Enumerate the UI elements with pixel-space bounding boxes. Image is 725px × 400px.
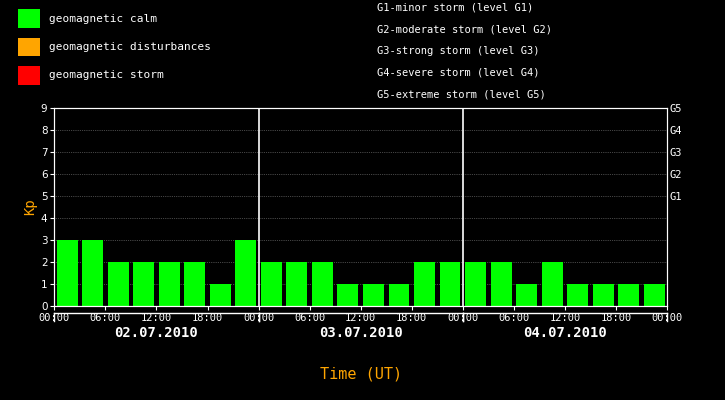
Bar [414, 262, 435, 306]
Bar [567, 284, 588, 306]
Text: 03.07.2010: 03.07.2010 [319, 326, 402, 340]
Bar [18, 66, 40, 85]
Bar [57, 240, 78, 306]
Text: geomagnetic disturbances: geomagnetic disturbances [49, 42, 211, 52]
Bar [593, 284, 613, 306]
Text: G1-minor storm (level G1): G1-minor storm (level G1) [377, 3, 534, 13]
Text: geomagnetic calm: geomagnetic calm [49, 14, 157, 24]
Bar [108, 262, 128, 306]
Text: G5-extreme storm (level G5): G5-extreme storm (level G5) [377, 89, 546, 99]
Bar [618, 284, 639, 306]
Y-axis label: Kp: Kp [22, 199, 37, 215]
Bar [286, 262, 307, 306]
Text: G2-moderate storm (level G2): G2-moderate storm (level G2) [377, 24, 552, 34]
Bar [82, 240, 103, 306]
Bar [18, 38, 40, 56]
Bar [159, 262, 180, 306]
Bar [18, 9, 40, 28]
Bar [133, 262, 154, 306]
Text: 02.07.2010: 02.07.2010 [115, 326, 199, 340]
Text: Time (UT): Time (UT) [320, 366, 402, 382]
Bar [312, 262, 333, 306]
Bar [516, 284, 537, 306]
Bar [542, 262, 563, 306]
Text: G4-severe storm (level G4): G4-severe storm (level G4) [377, 68, 539, 78]
Bar [210, 284, 231, 306]
Bar [439, 262, 460, 306]
Bar [337, 284, 358, 306]
Bar [491, 262, 512, 306]
Bar [261, 262, 282, 306]
Text: geomagnetic storm: geomagnetic storm [49, 70, 164, 80]
Bar [389, 284, 410, 306]
Bar [363, 284, 384, 306]
Bar [644, 284, 665, 306]
Text: G3-strong storm (level G3): G3-strong storm (level G3) [377, 46, 539, 56]
Text: 04.07.2010: 04.07.2010 [523, 326, 607, 340]
Bar [184, 262, 205, 306]
Bar [236, 240, 256, 306]
Bar [465, 262, 486, 306]
